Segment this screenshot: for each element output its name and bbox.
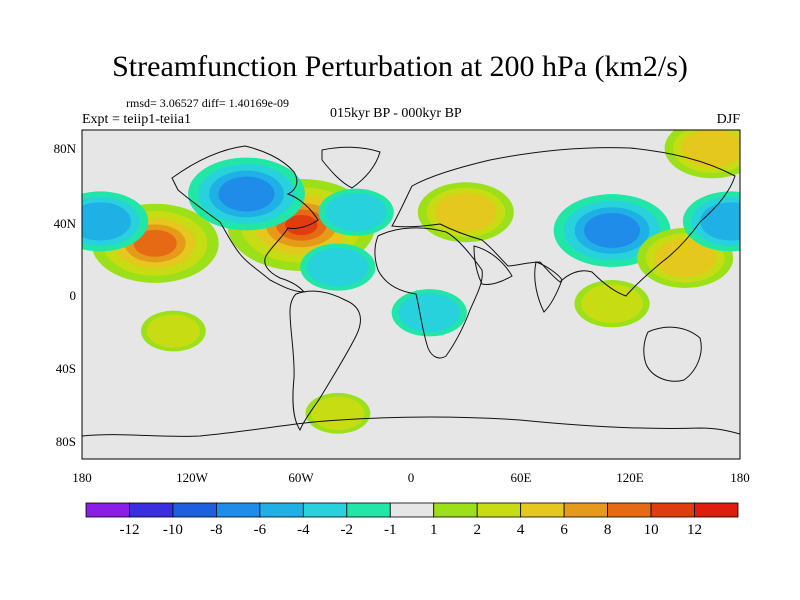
contour-band [584, 213, 641, 248]
contour-band [581, 284, 643, 323]
contour-band [435, 193, 497, 232]
coast-greenland [321, 146, 381, 189]
coast-australia [643, 326, 702, 382]
coast-africa [374, 227, 483, 359]
colorbar-swatch [85, 502, 130, 518]
contour-band [146, 314, 200, 348]
lon-tick-180e: 180 [730, 470, 750, 485]
contour-band [700, 202, 740, 241]
colorbar-swatch [129, 502, 174, 518]
coast-arabia [473, 245, 513, 285]
colorbar-label: -4 [297, 522, 310, 538]
anomaly-cell [391, 289, 467, 337]
colorbar-label: -2 [341, 522, 354, 538]
colorbar-label: -6 [254, 522, 267, 538]
coast-india [534, 261, 563, 313]
colorbar-swatch [650, 502, 695, 518]
contour-map [82, 130, 740, 459]
lon-tick-120w: 120W [176, 470, 209, 485]
colorbar-swatch [172, 502, 217, 518]
contour-band [285, 214, 318, 236]
colorbar-swatch [563, 502, 609, 518]
anomaly-cell [318, 188, 394, 236]
contour-band [218, 176, 275, 212]
colorbar-swatch [302, 502, 348, 518]
anomaly-cell [574, 280, 650, 328]
anomaly-cell [682, 191, 740, 252]
lat-tick-80n: 80N [54, 141, 77, 156]
colorbar-label: 6 [560, 522, 568, 538]
anomaly-cell [300, 243, 376, 291]
colorbar-swatch [520, 502, 565, 518]
colorbar-swatch [476, 502, 522, 518]
stats-label: rmsd= 3.06527 diff= 1.40169e-09 [126, 96, 289, 110]
lon-tick-0: 0 [408, 470, 415, 485]
colorbar-label: 1 [430, 522, 438, 538]
coast-antarctica [82, 416, 740, 437]
coast-north-america [171, 145, 319, 293]
anomaly-cell [140, 310, 206, 352]
coast-europe-asia [391, 147, 736, 297]
anomaly-cell [305, 392, 371, 434]
coastlines [82, 145, 740, 437]
contour-band [325, 192, 387, 232]
lon-tick-180w: 180 [72, 470, 92, 485]
colorbar-label: 2 [473, 522, 481, 538]
anomaly-cell [82, 191, 149, 252]
map-frame [81, 129, 741, 460]
lon-tick-60w: 60W [288, 470, 314, 485]
contour-band [681, 130, 740, 168]
experiment-label: Expt = teiip1-teiia1 [82, 112, 191, 127]
colorbar-swatch [389, 502, 435, 518]
colorbar-label: -12 [119, 522, 139, 538]
coast-south-america [289, 290, 361, 432]
lat-tick-40s: 40S [56, 361, 76, 376]
contour-band [311, 396, 365, 431]
contour-band [307, 247, 369, 287]
colorbar-swatch [694, 502, 739, 518]
plot-title: Streamfunction Perturbation at 200 hPa (… [112, 50, 688, 83]
lat-tick-80s: 80S [56, 434, 76, 449]
lat-axis: 80N 40N 0 40S 80S [54, 141, 77, 449]
anomaly-cell [664, 130, 740, 179]
contour-band [82, 202, 131, 241]
colorbar-label: -8 [210, 522, 223, 538]
lon-axis: 180 120W 60W 0 60E 120E 180 [72, 470, 750, 485]
colorbar-label: 4 [517, 522, 525, 538]
colorbar-label: 8 [604, 522, 612, 538]
lon-tick-120e: 120E [616, 470, 644, 485]
period-label: 015kyr BP - 000kyr BP [330, 106, 462, 121]
lon-tick-60e: 60E [511, 470, 532, 485]
season-label: DJF [716, 112, 740, 127]
contour-band [133, 229, 177, 257]
colorbar-swatch [346, 502, 391, 518]
colorbar: -12 -10 -8 -6 -4 -2 -1 1 2 4 6 8 10 12 [85, 502, 739, 538]
lat-tick-40n: 40N [54, 216, 77, 231]
colorbar-swatch [433, 502, 478, 518]
contour-band [398, 293, 461, 333]
contour-band [654, 238, 716, 278]
colorbar-label: -10 [163, 522, 183, 538]
colorbar-label: 12 [687, 522, 702, 538]
anomaly-cell [188, 157, 305, 231]
colorbar-swatch [259, 502, 304, 518]
colorbar-label: 10 [644, 522, 659, 538]
colorbar-label: -1 [384, 522, 397, 538]
anomaly-cell [417, 182, 514, 243]
lat-tick-0: 0 [70, 288, 77, 303]
colorbar-swatch [215, 502, 261, 518]
colorbar-swatch [607, 502, 652, 518]
